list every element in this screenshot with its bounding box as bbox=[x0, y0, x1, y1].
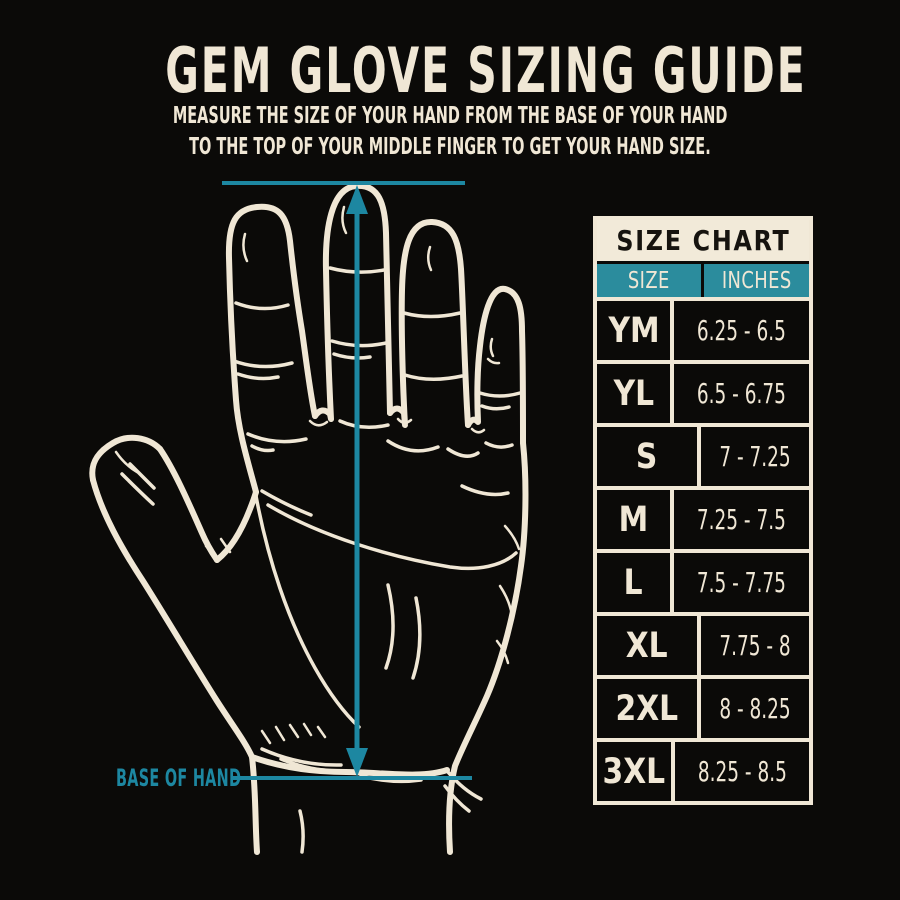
table-row: YL 6.5 - 6.75 bbox=[597, 360, 809, 423]
table-row: S 7 - 7.25 bbox=[597, 423, 809, 486]
table-row: L 7.5 - 7.75 bbox=[597, 549, 809, 612]
inches-cell: 6.5 - 6.75 bbox=[697, 377, 787, 410]
inches-cell: 7.75 - 8 bbox=[719, 629, 791, 662]
hand-detail-strokes bbox=[114, 205, 521, 745]
size-cell: 3XL bbox=[597, 742, 675, 801]
size-chart-table: SIZE CHART SIZE INCHES YM 6.25 - 6.5 YL … bbox=[593, 216, 813, 805]
column-header-inches: INCHES bbox=[721, 267, 792, 294]
size-chart-title: SIZE CHART bbox=[597, 220, 809, 264]
inches-cell: 8.25 - 8.5 bbox=[697, 755, 787, 788]
size-chart-title-text: SIZE CHART bbox=[615, 224, 791, 257]
inches-cell: 7.5 - 7.75 bbox=[697, 566, 787, 599]
inches-cell: 7.25 - 7.5 bbox=[697, 503, 787, 536]
page-title-text: GEM GLOVE SIZING GUIDE bbox=[165, 34, 807, 107]
inches-cell: 7 - 7.25 bbox=[719, 440, 791, 473]
table-row: YM 6.25 - 6.5 bbox=[597, 297, 809, 360]
size-cell: 2XL bbox=[597, 679, 701, 738]
arrow-up-icon bbox=[346, 185, 368, 214]
table-row: M 7.25 - 7.5 bbox=[597, 486, 809, 549]
size-cell: XL bbox=[597, 616, 701, 675]
subtitle: MEASURE THE SIZE OF YOUR HAND FROM THE B… bbox=[0, 101, 900, 163]
size-cell: YL bbox=[597, 364, 675, 423]
inches-cell: 8 - 8.25 bbox=[719, 692, 791, 725]
column-header-size: SIZE bbox=[597, 264, 704, 297]
size-cell: L bbox=[597, 553, 675, 612]
size-chart-column-headers: SIZE INCHES bbox=[597, 264, 809, 297]
size-cell: M bbox=[597, 490, 675, 549]
table-row: 3XL 8.25 - 8.5 bbox=[597, 738, 809, 801]
inches-cell: 6.25 - 6.5 bbox=[697, 314, 787, 347]
subtitle-line-1: MEASURE THE SIZE OF YOUR HAND FROM THE B… bbox=[172, 103, 728, 129]
measurement-overlay bbox=[222, 181, 472, 780]
page-title: GEM GLOVE SIZING GUIDE bbox=[0, 40, 900, 102]
arrow-down-icon bbox=[346, 748, 368, 777]
table-row: XL 7.75 - 8 bbox=[597, 612, 809, 675]
size-cell: YM bbox=[597, 301, 675, 360]
size-cell: S bbox=[597, 427, 701, 486]
subtitle-line-2: TO THE TOP OF YOUR MIDDLE FINGER TO GET … bbox=[189, 134, 711, 160]
hand-outline bbox=[89, 182, 529, 855]
base-of-hand-label: BASE OF HAND bbox=[116, 764, 242, 792]
table-row: 2XL 8 - 8.25 bbox=[597, 675, 809, 738]
